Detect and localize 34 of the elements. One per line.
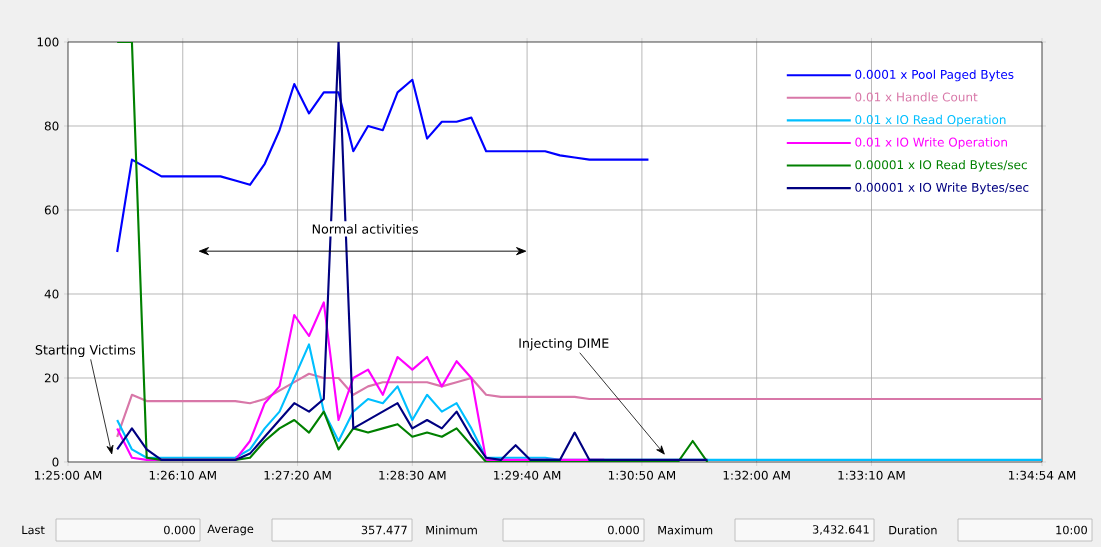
annotation: Normal activities — [312, 224, 418, 234]
y-tick-label: 80 — [44, 121, 59, 131]
y-tick-label: 60 — [44, 205, 59, 215]
text: 0.01 x IO Write Operation — [855, 137, 1007, 150]
y-tick-label: 20 — [44, 373, 59, 383]
text: 0.0001 x Pool Paged Bytes — [855, 69, 1014, 82]
y-tick-label: 0 — [52, 457, 59, 467]
annotation: Injecting DIME — [519, 338, 609, 351]
x-tick-label: 1:34:54 AM — [1009, 470, 1076, 480]
x-tick-label: 1:27:20 AM — [264, 470, 331, 480]
text: 357.477 — [361, 525, 407, 535]
x-tick-label: 1:29:40 AM — [494, 470, 561, 480]
annotation: Starting Victims — [35, 344, 136, 358]
x-tick-label: 1:32:00 AM — [723, 470, 790, 480]
text: Average — [207, 524, 254, 536]
x-tick-label: 1:30:50 AM — [608, 470, 676, 480]
text: 3,432.641 — [812, 525, 869, 535]
text: 0.000 — [164, 525, 195, 535]
y-tick-label: 40 — [44, 289, 59, 299]
text: Minimum — [426, 525, 477, 535]
x-tick-label: 1:26:10 AM — [149, 470, 216, 480]
text: 0.00001 x IO Write Bytes/sec — [855, 182, 1029, 195]
text: 10:00 — [1056, 525, 1087, 535]
text: Duration — [889, 525, 937, 535]
text: 0.01 x Handle Count — [855, 92, 978, 102]
text: 0.00001 x IO Read Bytes/sec — [855, 159, 1027, 172]
text: Last — [22, 525, 45, 535]
x-tick-label: 1:25:00 AM — [35, 470, 102, 480]
text: 0.01 x IO Read Operation — [855, 114, 1006, 127]
x-tick-label: 1:33:10 AM — [838, 470, 905, 480]
text: 0.000 — [608, 525, 639, 535]
y-tick-label: 100 — [37, 37, 59, 47]
text: Maximum — [658, 525, 713, 535]
x-tick-label: 1:28:30 AM — [379, 470, 446, 480]
